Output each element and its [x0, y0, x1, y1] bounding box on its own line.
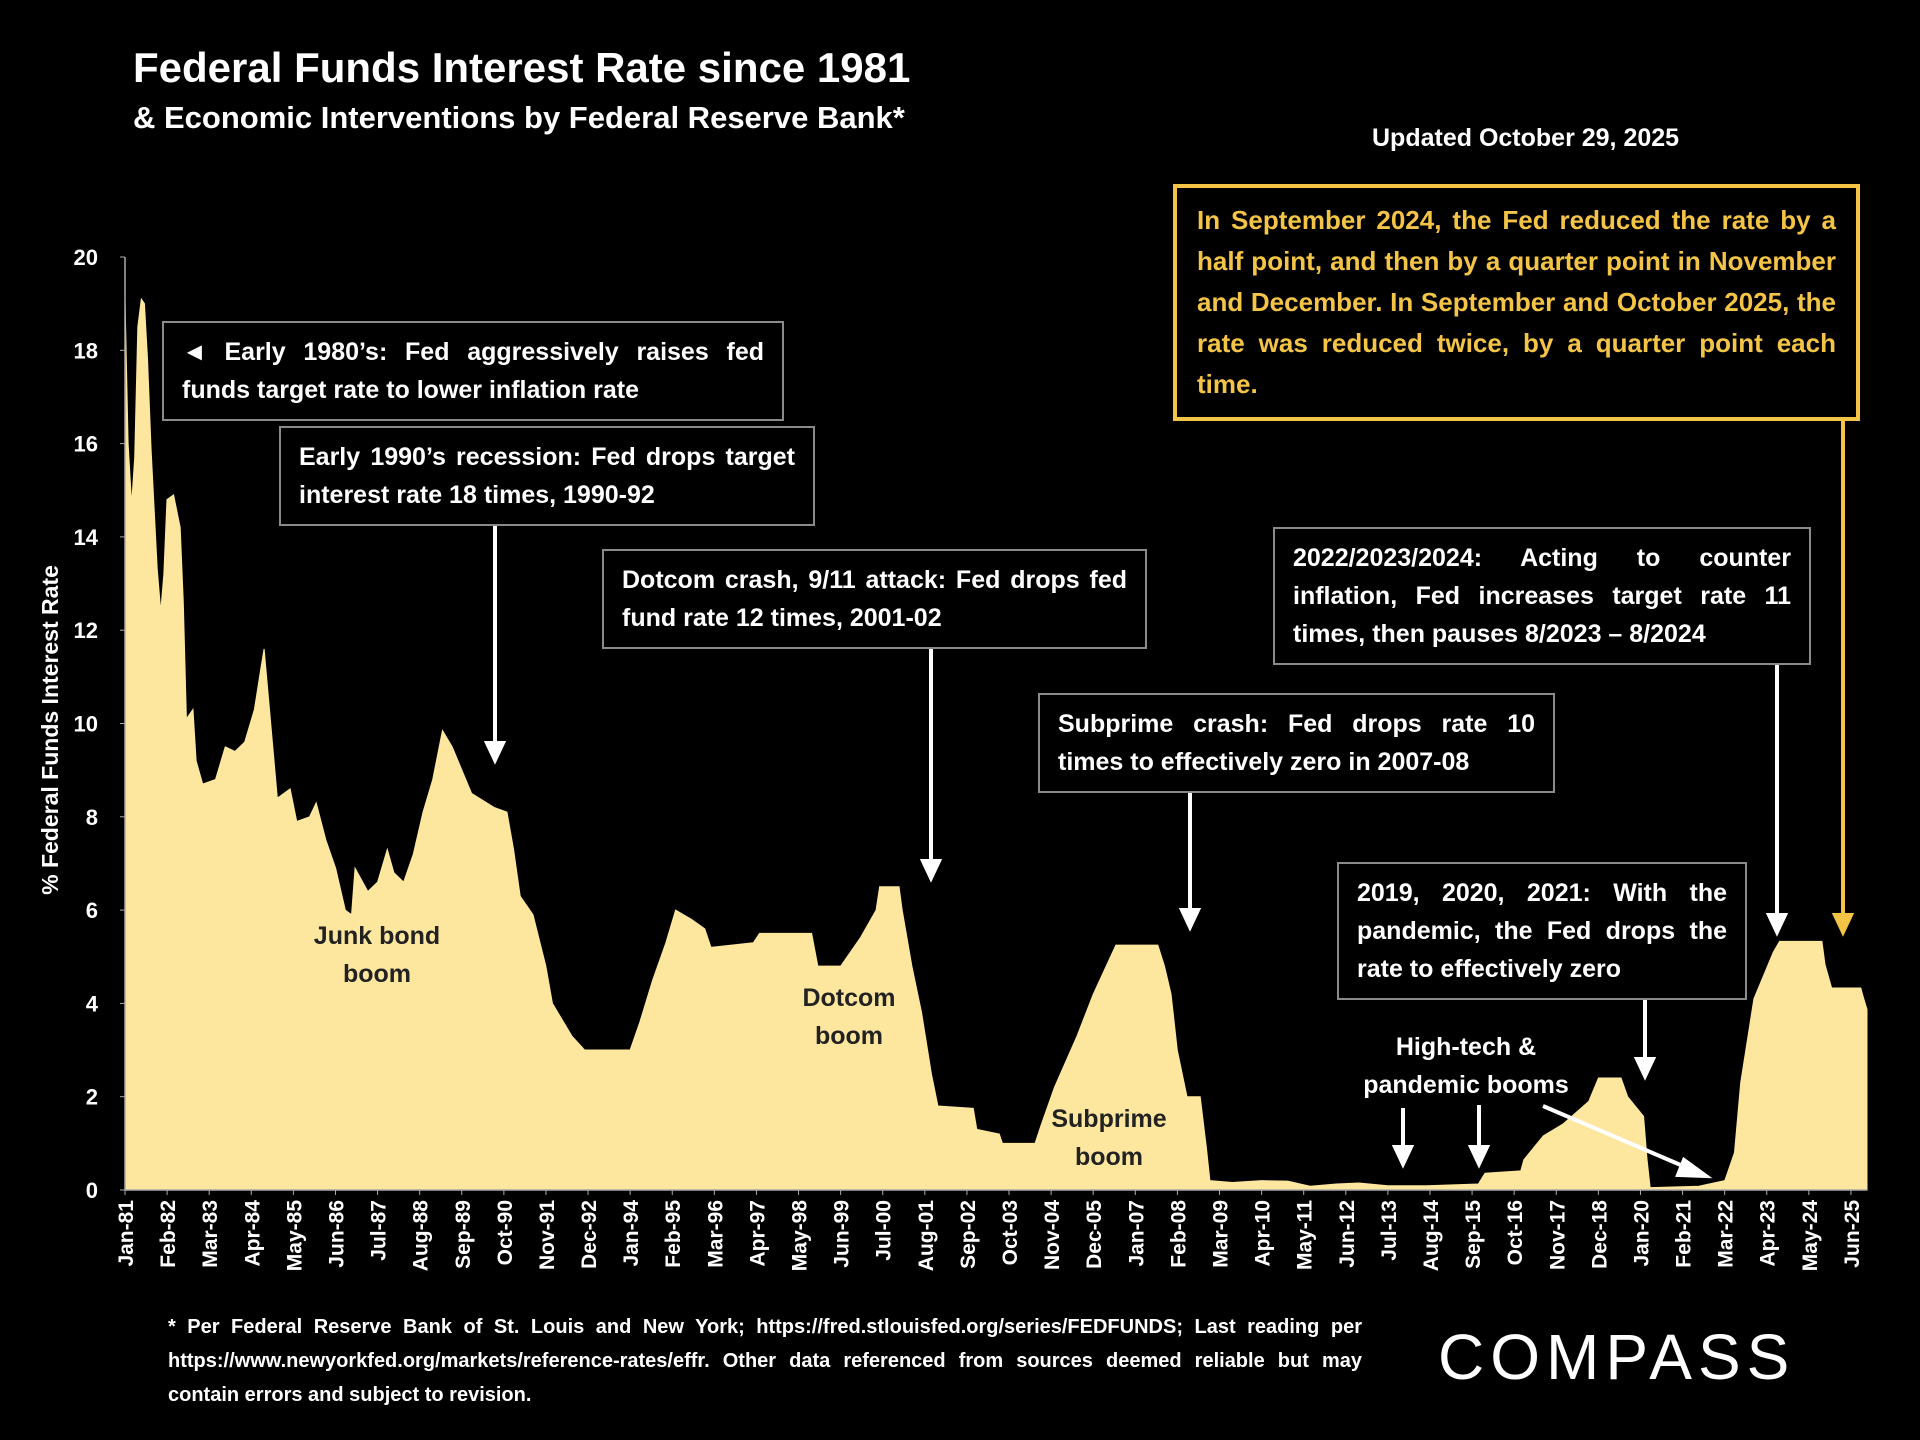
x-tick-label: Mar-96 [704, 1200, 727, 1268]
x-tick-label: Mar-09 [1209, 1200, 1232, 1268]
x-tick-label: Jan-07 [1125, 1200, 1148, 1267]
x-tick-label: Apr-84 [241, 1200, 264, 1267]
arrow-head [1391, 1145, 1415, 1169]
y-tick-label: 10 [74, 712, 98, 737]
highlight-arrow [1831, 416, 1855, 937]
x-tick-label: Nov-17 [1546, 1200, 1569, 1270]
y-tick-label: 6 [86, 898, 98, 923]
logo: COMPASS [1438, 1321, 1796, 1393]
boom-label: Junk bond boom [313, 922, 441, 988]
chart-title: Federal Funds Interest Rate since 1981 [133, 44, 911, 91]
x-tick-label: Sep-89 [452, 1200, 475, 1269]
x-tick-label: Aug-01 [915, 1200, 938, 1271]
x-tick-label: May-11 [1294, 1200, 1317, 1270]
y-tick-label: 0 [86, 1178, 98, 1203]
x-tick-label: Aug-14 [1420, 1200, 1443, 1271]
y-axis-label: % Federal Funds Interest Rate [37, 565, 63, 895]
arrow-head [919, 859, 943, 883]
arrow-head [1831, 913, 1855, 937]
x-tick-label: Feb-82 [157, 1200, 180, 1268]
annotation-box: Subprime crash: Fed drops rate 10 times … [1038, 693, 1555, 793]
boom-label: High-tech & pandemic booms [1363, 1033, 1569, 1099]
arrow-head [1675, 1156, 1713, 1179]
arrow-head [1178, 908, 1202, 932]
annotation-box: 2022/2023/2024: Acting to counter inflat… [1273, 527, 1811, 665]
footnote: * Per Federal Reserve Bank of St. Louis … [168, 1316, 1362, 1406]
boom-label: Subprime boom [1051, 1105, 1167, 1171]
y-tick-label: 16 [74, 432, 98, 457]
x-tick-label: Jun-99 [831, 1200, 854, 1268]
x-tick-label: Mar-83 [199, 1200, 222, 1268]
x-tick-label: Apr-23 [1757, 1200, 1780, 1267]
arrows [483, 524, 1789, 1179]
arrow-head [1467, 1145, 1491, 1169]
y-tick-label: 8 [86, 805, 98, 830]
x-tick-label: Jul-00 [873, 1200, 896, 1261]
x-tick-label: May-85 [283, 1200, 306, 1272]
x-tick-label: Nov-04 [1041, 1200, 1064, 1270]
x-tick-label: May-24 [1799, 1200, 1822, 1272]
y-tick-label: 18 [74, 338, 98, 363]
x-tick-label: Jun-12 [1336, 1200, 1359, 1268]
x-tick-label: Jul-13 [1378, 1200, 1401, 1261]
x-tick-label: Dec-92 [578, 1200, 601, 1269]
boom-label: Dotcom boom [802, 984, 896, 1050]
x-tick-label: Apr-97 [746, 1200, 769, 1267]
x-tick-label: Jul-87 [368, 1200, 391, 1261]
highlight-box: In September 2024, the Fed reduced the r… [1173, 184, 1860, 421]
x-tick-label: Nov-91 [536, 1200, 559, 1270]
rate-area [124, 297, 1868, 1191]
x-tick-label: Sep-15 [1462, 1200, 1485, 1269]
y-tick-label: 2 [86, 1085, 98, 1110]
arrow-head [1633, 1057, 1657, 1081]
x-tick-label: Dec-05 [1083, 1200, 1106, 1269]
updated-date: Updated October 29, 2025 [1372, 124, 1680, 152]
x-tick-label: Aug-88 [410, 1200, 433, 1271]
x-tick-label: Feb-08 [1167, 1200, 1190, 1268]
arrow [1542, 1104, 1691, 1171]
annotation-box: Early 1990’s recession: Fed drops target… [279, 426, 815, 526]
plot-area: 0 2 4 6 8 10 12 14 16 18 20 Jan-81 Feb-82 Mar-83 Apr-8… [74, 245, 1868, 1272]
x-tick-label: Oct-03 [999, 1200, 1022, 1265]
x-tick-label: Oct-16 [1504, 1200, 1527, 1265]
x-tick-label: Jan-81 [115, 1200, 138, 1267]
x-tick-label: Jun-86 [325, 1200, 348, 1268]
x-tick-label: Sep-02 [957, 1200, 980, 1269]
chart-subtitle: & Economic Interventions by Federal Rese… [133, 100, 905, 135]
y-tick-label: 14 [74, 525, 99, 550]
x-tick-label: Feb-21 [1673, 1200, 1696, 1268]
annotation-box: 2019, 2020, 2021: With the pandemic, the… [1337, 862, 1747, 1000]
annotation-box: Dotcom crash, 9/11 attack: Fed drops fed… [602, 549, 1147, 649]
x-tick-label: Jan-94 [620, 1200, 643, 1267]
arrow-head [483, 741, 507, 765]
annotation-box: ◄ Early 1980’s: Fed aggressively raises … [162, 321, 784, 421]
x-tick-label: Feb-95 [662, 1200, 685, 1268]
x-tick-label: Oct-90 [494, 1200, 517, 1265]
x-tick-label: Jan-20 [1630, 1200, 1653, 1267]
x-tick-label: May-98 [789, 1200, 812, 1272]
x-tick-label: Jun-25 [1841, 1200, 1864, 1268]
x-tick-label: Dec-18 [1588, 1200, 1611, 1269]
y-tick-label: 12 [74, 618, 98, 643]
y-tick-label: 4 [86, 991, 99, 1016]
x-tick-label: Apr-10 [1252, 1200, 1275, 1267]
x-tick-label: Mar-22 [1715, 1200, 1738, 1268]
arrow-head [1765, 913, 1789, 937]
y-tick-label: 20 [74, 245, 98, 270]
